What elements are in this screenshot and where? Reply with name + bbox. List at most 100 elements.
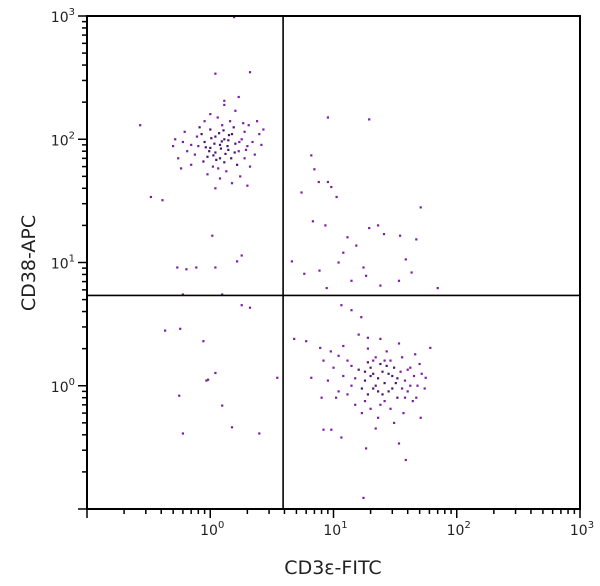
- data-point: [242, 122, 245, 125]
- data-point: [313, 168, 316, 171]
- data-point: [363, 370, 367, 373]
- data-point: [350, 384, 353, 387]
- data-point: [243, 130, 246, 133]
- data-point: [222, 129, 225, 132]
- data-point: [342, 251, 345, 254]
- data-point: [399, 234, 402, 237]
- data-point: [195, 135, 199, 138]
- data-point: [374, 356, 377, 359]
- data-point: [389, 359, 392, 362]
- data-point: [397, 442, 401, 445]
- data-point: [340, 304, 343, 307]
- data-point: [221, 124, 224, 127]
- data-point: [230, 426, 234, 429]
- data-point: [183, 130, 186, 133]
- data-point: [223, 138, 226, 141]
- data-point: [409, 384, 412, 387]
- data-point: [383, 382, 386, 385]
- data-point: [396, 396, 399, 399]
- data-point: [337, 261, 340, 264]
- data-point: [404, 258, 407, 261]
- data-point: [218, 143, 222, 146]
- data-point: [387, 372, 390, 375]
- data-point: [342, 344, 345, 348]
- data-point: [215, 158, 218, 161]
- data-point: [198, 126, 201, 129]
- data-point: [368, 227, 371, 230]
- data-point: [204, 146, 207, 149]
- data-point: [372, 387, 375, 390]
- data-point: [217, 167, 220, 170]
- data-point: [248, 71, 252, 74]
- data-point: [406, 368, 409, 371]
- data-point: [240, 304, 243, 307]
- data-point: [420, 372, 423, 375]
- data-point: [178, 394, 181, 397]
- data-point: [247, 124, 250, 127]
- data-point: [383, 359, 386, 362]
- data-point: [393, 366, 396, 369]
- data-point: [360, 316, 363, 319]
- data-point: [223, 99, 226, 102]
- data-point: [218, 177, 222, 180]
- data-point: [397, 342, 401, 345]
- x-axis-label: CD3ε-FITC: [284, 557, 381, 579]
- data-point: [350, 279, 353, 282]
- data-point: [311, 220, 314, 223]
- data-point: [310, 154, 313, 157]
- data-point: [415, 238, 418, 241]
- data-point: [240, 138, 243, 141]
- y-axis-label: CD38-APC: [18, 215, 40, 311]
- data-point: [211, 234, 214, 237]
- data-point: [369, 407, 372, 410]
- data-point: [324, 224, 327, 227]
- data-point: [372, 359, 375, 362]
- data-point: [342, 374, 345, 378]
- data-point: [346, 359, 349, 362]
- data-point: [377, 416, 380, 419]
- data-point: [209, 128, 212, 131]
- data-point: [369, 374, 372, 378]
- data-point: [248, 306, 252, 309]
- data-point: [246, 145, 249, 148]
- x-tick-label: 102: [447, 520, 471, 539]
- data-point: [218, 157, 222, 160]
- data-point: [305, 340, 308, 343]
- data-point: [382, 233, 386, 236]
- data-point: [205, 379, 208, 382]
- data-point: [325, 287, 328, 290]
- data-point: [172, 145, 175, 148]
- data-point: [251, 140, 254, 144]
- data-point: [396, 377, 399, 380]
- data-point: [181, 293, 184, 296]
- data-point: [293, 337, 296, 340]
- data-point: [179, 327, 182, 330]
- data-point: [329, 350, 332, 353]
- data-point: [406, 390, 409, 393]
- data-point: [190, 163, 193, 166]
- data-point: [230, 157, 233, 160]
- x-tick-label: 100: [200, 520, 224, 539]
- data-point: [366, 393, 369, 396]
- data-point: [389, 407, 392, 410]
- data-point: [260, 143, 263, 146]
- data-point: [319, 346, 322, 349]
- data-point: [233, 151, 236, 154]
- data-point: [226, 145, 229, 148]
- data-point: [253, 153, 256, 156]
- data-point: [365, 274, 368, 277]
- data-point: [350, 309, 353, 312]
- data-point: [354, 377, 357, 380]
- data-point: [219, 147, 222, 150]
- data-point: [366, 361, 369, 364]
- data-point: [303, 272, 306, 275]
- data-point: [181, 432, 184, 435]
- data-point: [402, 412, 405, 415]
- data-point: [394, 382, 397, 385]
- data-point: [209, 113, 212, 116]
- data-point: [340, 436, 343, 439]
- data-point: [357, 368, 360, 371]
- data-point: [234, 109, 237, 112]
- quadrant-gates: [87, 16, 580, 509]
- data-point: [330, 428, 333, 431]
